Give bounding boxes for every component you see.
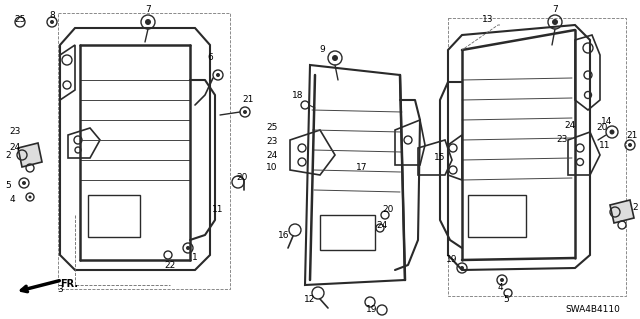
Text: 24: 24 <box>376 220 388 229</box>
Text: 8: 8 <box>49 11 55 19</box>
Text: 22: 22 <box>164 261 175 270</box>
Bar <box>58 13 230 289</box>
Text: 5: 5 <box>5 181 11 189</box>
Circle shape <box>500 278 504 282</box>
Text: 23: 23 <box>556 136 568 145</box>
Circle shape <box>216 73 220 77</box>
Text: 24: 24 <box>564 121 575 130</box>
Bar <box>448 18 626 296</box>
Text: 25: 25 <box>14 16 26 25</box>
Text: 13: 13 <box>483 16 493 25</box>
Circle shape <box>552 19 558 25</box>
Text: 11: 11 <box>212 205 224 214</box>
Text: 7: 7 <box>552 5 558 14</box>
Text: 19: 19 <box>366 306 378 315</box>
Circle shape <box>50 20 54 24</box>
Circle shape <box>460 266 464 270</box>
Text: 19: 19 <box>446 256 458 264</box>
Text: 14: 14 <box>602 117 612 127</box>
Text: 7: 7 <box>145 4 151 13</box>
Text: 20: 20 <box>236 174 248 182</box>
Circle shape <box>186 246 190 250</box>
Text: 10: 10 <box>266 164 278 173</box>
Text: 24: 24 <box>10 144 20 152</box>
Text: 21: 21 <box>243 95 253 105</box>
Text: 3: 3 <box>57 286 63 294</box>
Text: 23: 23 <box>266 137 278 146</box>
Text: 23: 23 <box>10 128 20 137</box>
Text: 15: 15 <box>435 153 445 162</box>
Text: 9: 9 <box>319 46 325 55</box>
Text: 4: 4 <box>9 196 15 204</box>
Bar <box>88 195 140 237</box>
Polygon shape <box>610 200 634 223</box>
Text: SWA4B4110: SWA4B4110 <box>565 305 620 314</box>
Bar <box>468 195 526 237</box>
Circle shape <box>243 110 247 114</box>
Text: FR.: FR. <box>60 279 78 289</box>
Text: 2: 2 <box>632 204 638 212</box>
Text: 21: 21 <box>627 130 637 139</box>
Circle shape <box>145 19 151 25</box>
Bar <box>320 215 375 250</box>
Circle shape <box>609 130 614 135</box>
Text: 20: 20 <box>596 123 608 132</box>
Text: 18: 18 <box>292 91 304 100</box>
Circle shape <box>29 196 31 198</box>
Polygon shape <box>18 143 42 167</box>
Circle shape <box>22 181 26 185</box>
Text: 4: 4 <box>497 284 503 293</box>
Text: 12: 12 <box>304 295 316 305</box>
Text: 16: 16 <box>278 231 290 240</box>
Text: 11: 11 <box>599 140 611 150</box>
Text: 20: 20 <box>382 205 394 214</box>
Text: 25: 25 <box>266 123 278 132</box>
Circle shape <box>332 55 338 61</box>
Circle shape <box>628 143 632 147</box>
Text: 5: 5 <box>503 295 509 305</box>
Text: 1: 1 <box>192 254 198 263</box>
Text: 6: 6 <box>207 54 213 63</box>
Text: 2: 2 <box>5 151 11 160</box>
Text: 17: 17 <box>356 164 368 173</box>
Text: 24: 24 <box>266 152 278 160</box>
